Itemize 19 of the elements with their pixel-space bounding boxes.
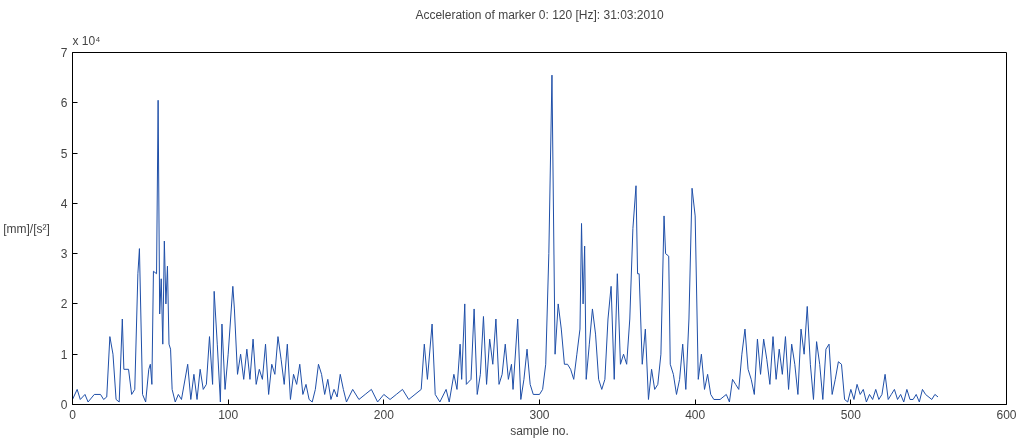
- x-tick-label: 300: [529, 407, 550, 422]
- y-tick-label: 2: [60, 297, 68, 312]
- x-tick-label: 100: [218, 407, 239, 422]
- y-tick-label: 4: [60, 196, 68, 211]
- x-tick-label: 200: [373, 407, 395, 422]
- y-tick-label: 1: [60, 347, 68, 362]
- chart-title: Acceleration of marker 0: 120 [Hz]: 31:03:2010: [415, 7, 664, 22]
- x-axis-title: sample no.: [510, 423, 569, 438]
- x-tick-label: 500: [840, 407, 862, 422]
- y-tick-label: 5: [60, 146, 68, 161]
- y-tick-label: 3: [60, 247, 68, 262]
- y-tick-label: 0: [60, 398, 68, 412]
- y-axis-title: [mm]/[s²]: [3, 221, 50, 236]
- line-series: [72, 74, 939, 403]
- x-tick-label: 400: [685, 407, 706, 422]
- x-tick-label: 600: [996, 407, 1017, 422]
- y-tick-label: 6: [60, 96, 68, 111]
- text: x 10⁴: [72, 33, 101, 48]
- y-tick-label: 7: [60, 46, 68, 60]
